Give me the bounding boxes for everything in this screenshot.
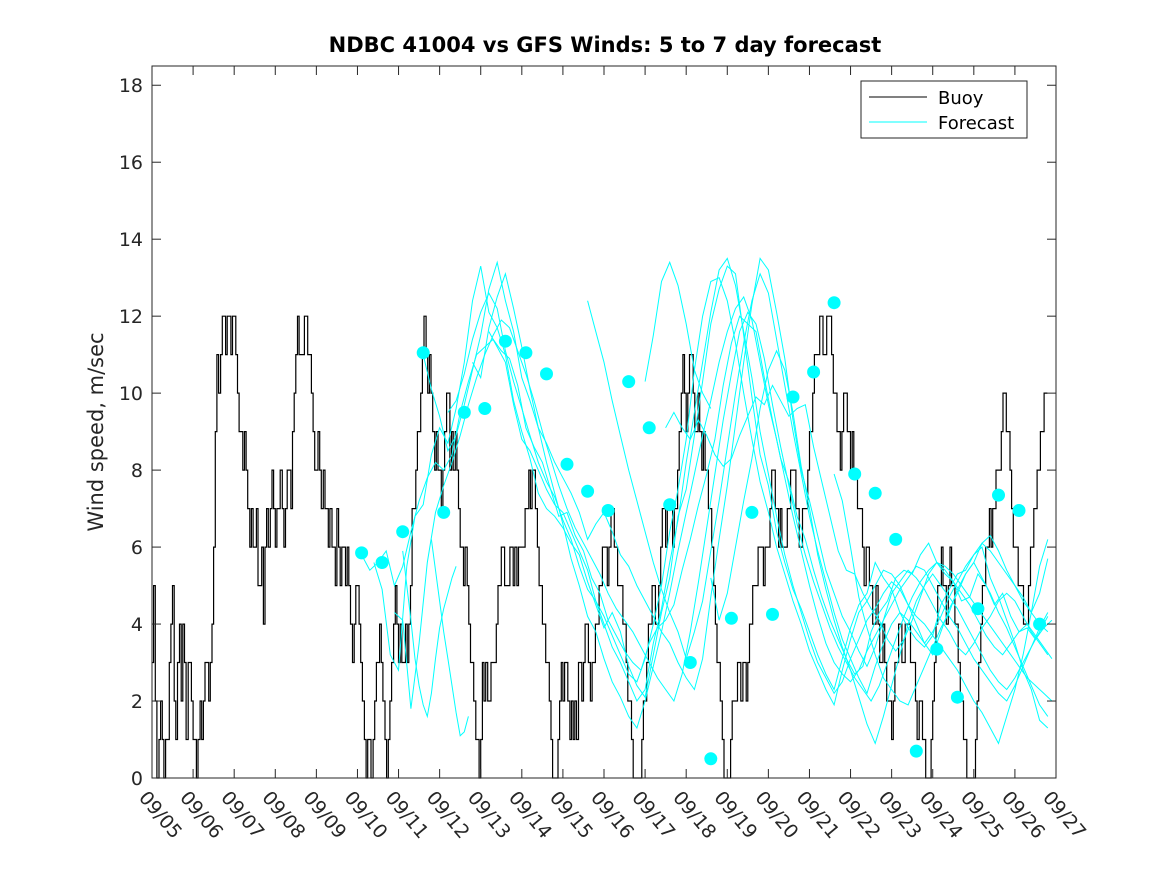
chart-title: NDBC 41004 vs GFS Winds: 5 to 7 day fore… — [329, 33, 882, 57]
forecast-marker — [1012, 504, 1026, 517]
forecast-marker — [416, 346, 430, 360]
legend-box — [860, 80, 1028, 139]
y-tick-label: 12 — [119, 306, 143, 328]
forecast-line-6 — [447, 277, 1049, 707]
forecast-marker — [992, 488, 1005, 502]
legend-buoy-label: Buoy — [938, 88, 984, 109]
forecast-marker — [396, 525, 410, 539]
plot-area — [152, 66, 1056, 778]
forecast-line-9 — [587, 272, 1049, 695]
forecast-markers — [355, 296, 1047, 766]
y-tick-label: 6 — [131, 537, 143, 559]
y-tick-label: 10 — [119, 383, 143, 405]
forecast-marker — [868, 486, 882, 500]
forecast-marker — [478, 402, 492, 415]
y-tick-label: 8 — [131, 460, 143, 482]
legend-forecast-label: Forecast — [938, 113, 1014, 134]
buoy-series — [152, 315, 1048, 779]
forecast-marker — [355, 546, 369, 560]
y-axis: 0 2 4 6 8 10 12 14 16 18 — [119, 75, 1056, 790]
y-tick-label: 14 — [119, 229, 143, 251]
forecast-marker — [950, 690, 964, 704]
forecast-marker — [519, 346, 533, 360]
forecast-marker — [375, 556, 389, 569]
forecast-line-4 — [644, 260, 712, 409]
forecast-series — [361, 257, 1053, 745]
forecast-marker — [889, 532, 903, 546]
forecast-line-7 — [488, 257, 1049, 745]
forecast-marker — [560, 457, 574, 471]
forecast-line-12 — [394, 311, 1053, 709]
forecast-marker — [766, 607, 779, 621]
forecast-marker — [437, 505, 451, 519]
forecast-marker — [745, 505, 759, 519]
forecast-marker — [971, 602, 985, 616]
y-tick-label: 18 — [119, 75, 143, 97]
forecast-line-11 — [472, 272, 1049, 730]
forecast-marker — [663, 498, 677, 512]
y-tick-label: 16 — [119, 152, 143, 174]
forecast-marker — [581, 484, 595, 498]
forecast-marker — [683, 656, 697, 669]
forecast-line-8 — [833, 473, 1049, 717]
y-axis-label: Wind speed, m/sec — [84, 332, 108, 531]
forecast-marker — [848, 467, 862, 481]
forecast-marker — [930, 642, 944, 656]
forecast-marker — [909, 744, 923, 758]
forecast-line-14 — [430, 539, 469, 737]
y-tick-label: 4 — [131, 614, 143, 636]
forecast-marker — [704, 752, 718, 766]
forecast-marker — [540, 367, 553, 381]
forecast-line-13 — [402, 550, 457, 719]
forecast-line-5 — [665, 384, 1053, 659]
buoy-line — [152, 315, 1048, 779]
forecast-marker — [642, 421, 656, 435]
forecast-line-2 — [373, 265, 1049, 729]
forecast-marker — [1033, 617, 1047, 631]
forecast-marker — [457, 405, 471, 419]
forecast-marker — [827, 296, 841, 310]
forecast-marker — [622, 375, 636, 389]
forecast-marker — [807, 365, 821, 379]
forecast-marker — [724, 611, 738, 625]
forecast-marker — [498, 334, 512, 348]
legend: Buoy Forecast — [860, 80, 1028, 139]
forecast-marker — [786, 390, 800, 404]
y-tick-label: 2 — [131, 691, 143, 713]
forecast-marker — [601, 504, 615, 517]
y-tick-label: 0 — [131, 768, 143, 790]
